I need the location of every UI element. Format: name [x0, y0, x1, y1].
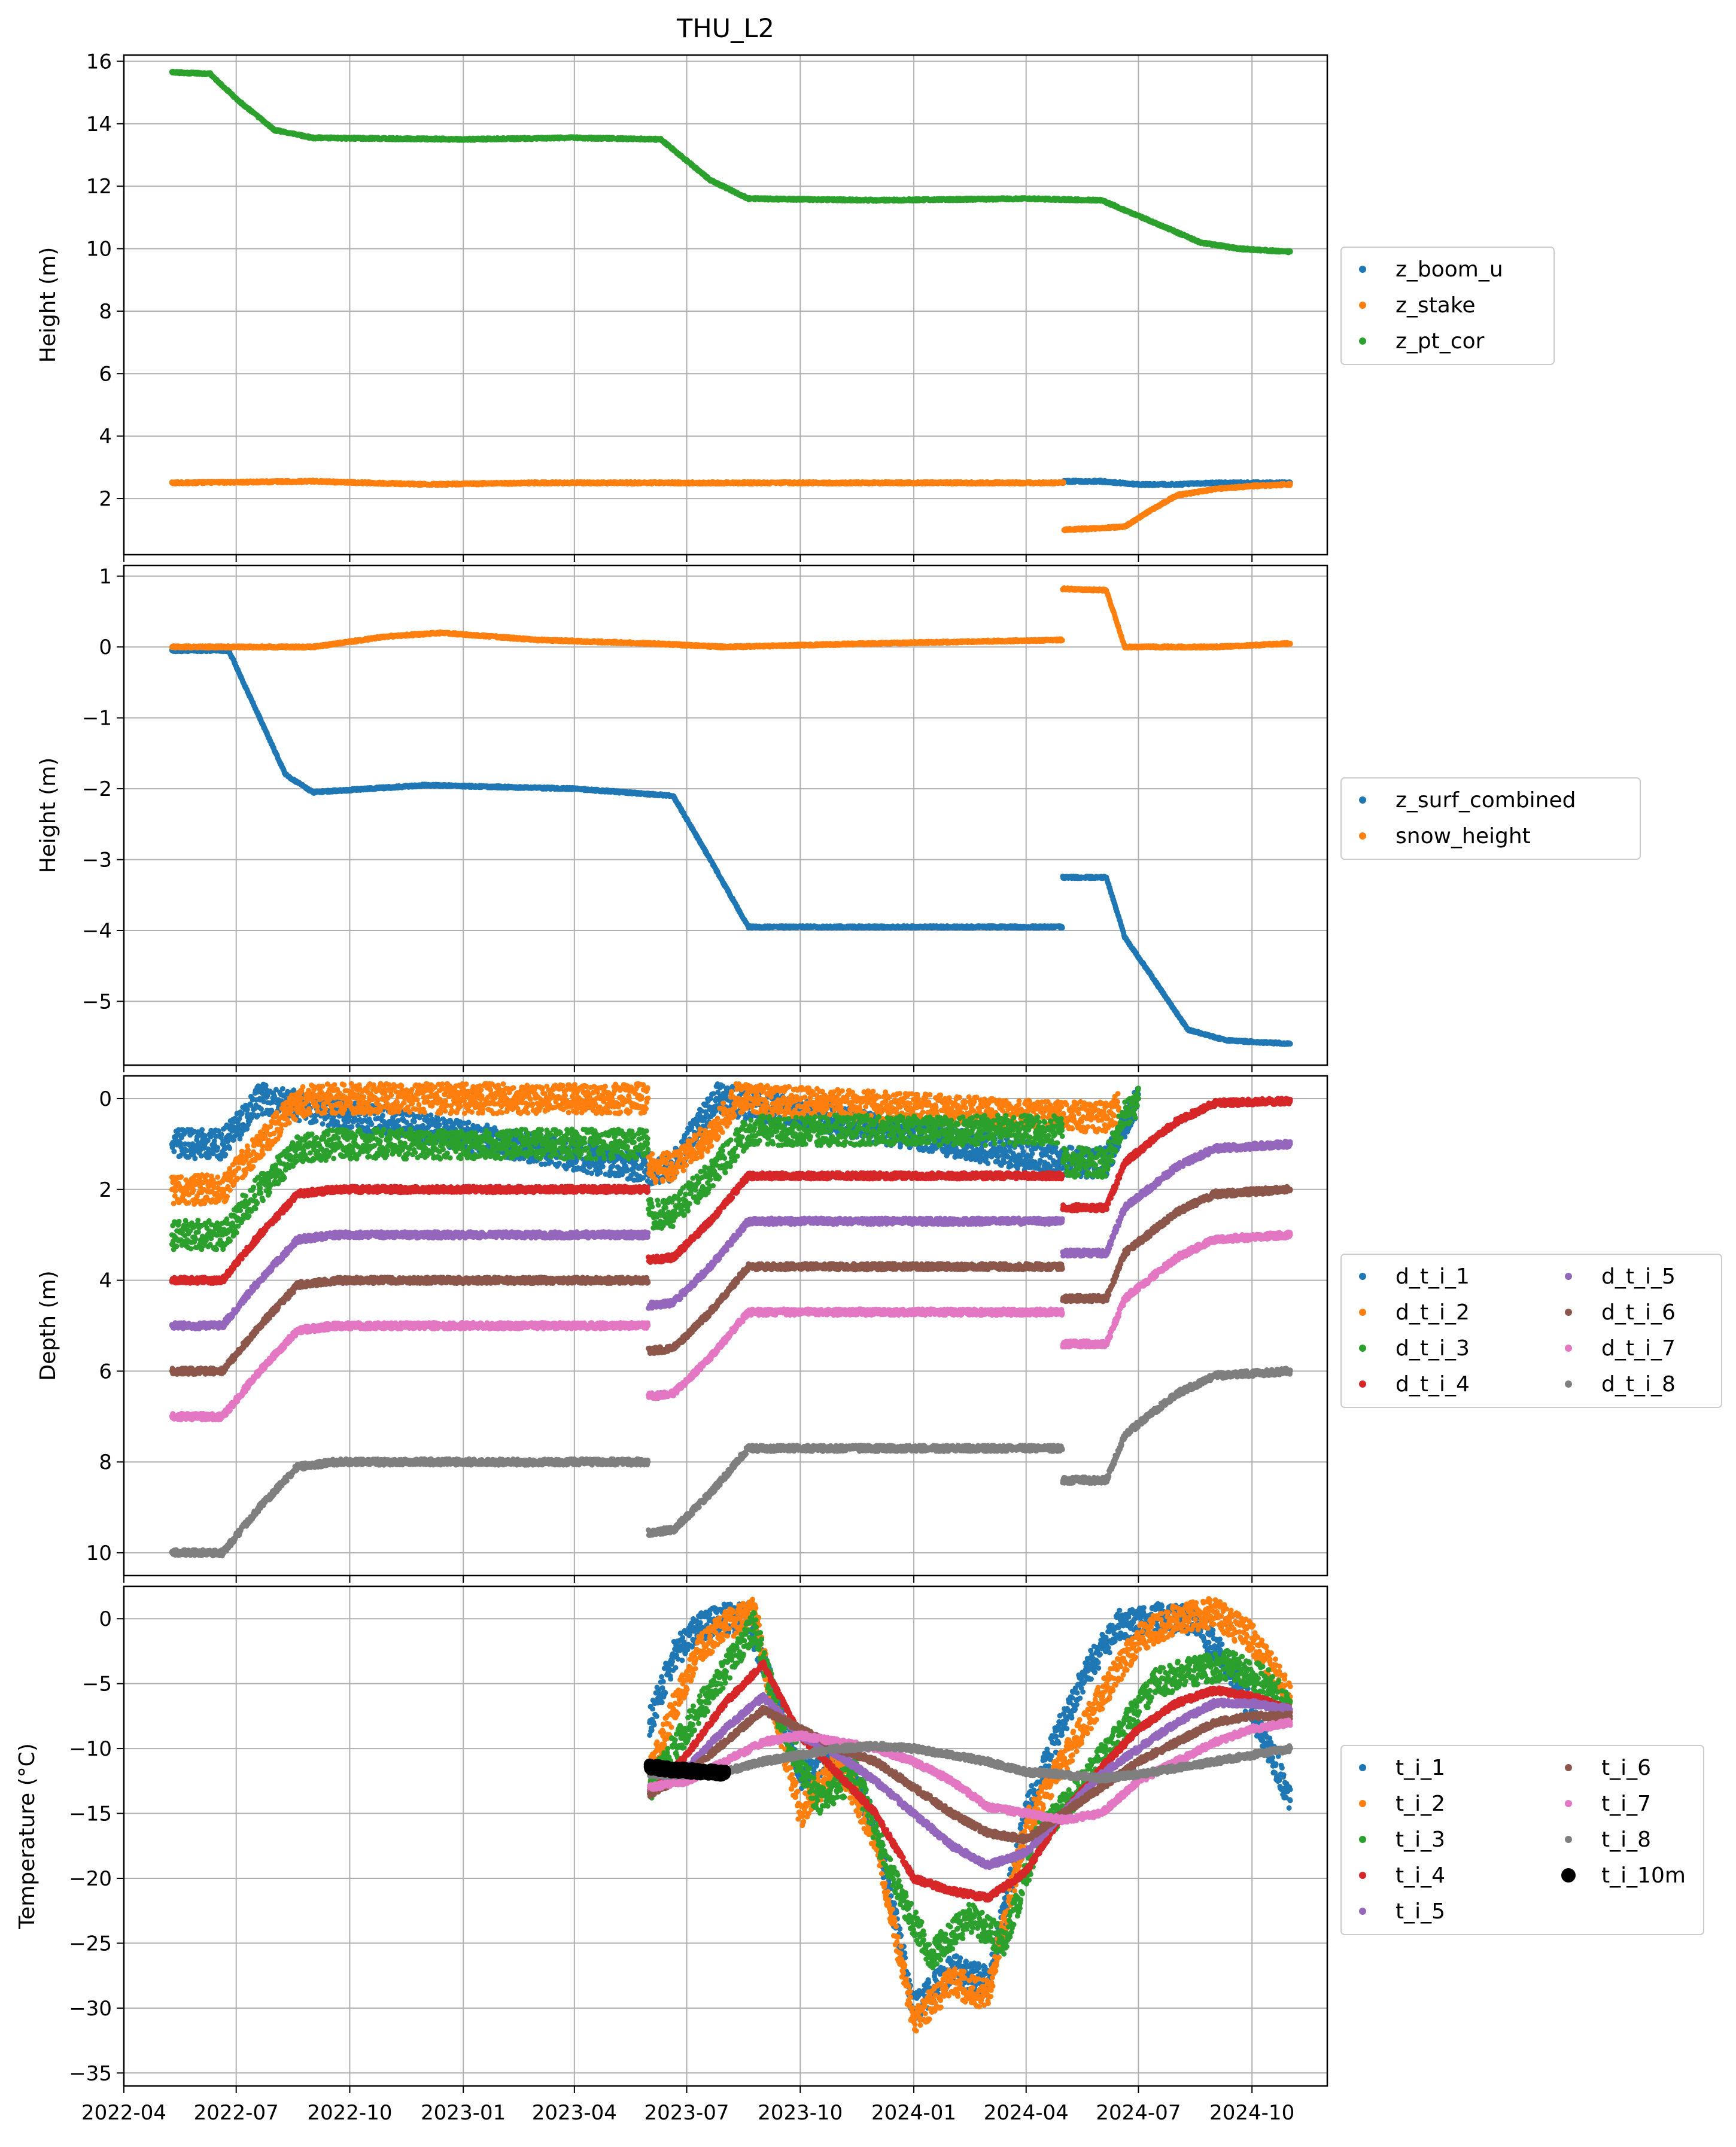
data-point: [1249, 483, 1255, 489]
data-point: [1212, 480, 1218, 486]
series-z_pt_cor: [169, 68, 1293, 256]
y-tick-label: 8: [99, 300, 112, 324]
series-z_boom_u: [1060, 478, 1293, 488]
data-point: [760, 480, 766, 486]
data-point: [1060, 480, 1066, 486]
data-point: [1099, 478, 1105, 484]
data-point: [1287, 482, 1293, 488]
data-point: [1099, 525, 1105, 531]
data-point: [169, 480, 175, 486]
data-point: [1147, 508, 1153, 514]
chart-title: THU_L2: [676, 14, 774, 44]
y-tick-label: 16: [86, 50, 112, 74]
y-tick-label: 14: [86, 112, 112, 136]
y-tick-label: 4: [99, 425, 112, 449]
y-tick-label: 10: [86, 238, 112, 261]
data-point: [422, 482, 428, 488]
data-point: [911, 480, 917, 486]
data-point: [647, 480, 653, 486]
data-point: [1135, 482, 1141, 488]
data-point: [310, 478, 316, 484]
data-point: [1173, 492, 1179, 498]
data-point: [1212, 486, 1218, 492]
y-tick-label: 6: [99, 362, 112, 386]
y-tick-label: 2: [99, 487, 112, 511]
data-point: [533, 480, 539, 486]
data-point: [1173, 482, 1179, 488]
y-axis-label: Height (m): [36, 247, 60, 363]
data-point: [1122, 524, 1128, 530]
y-tick-label: 12: [86, 175, 112, 199]
data-point: [1062, 527, 1068, 533]
